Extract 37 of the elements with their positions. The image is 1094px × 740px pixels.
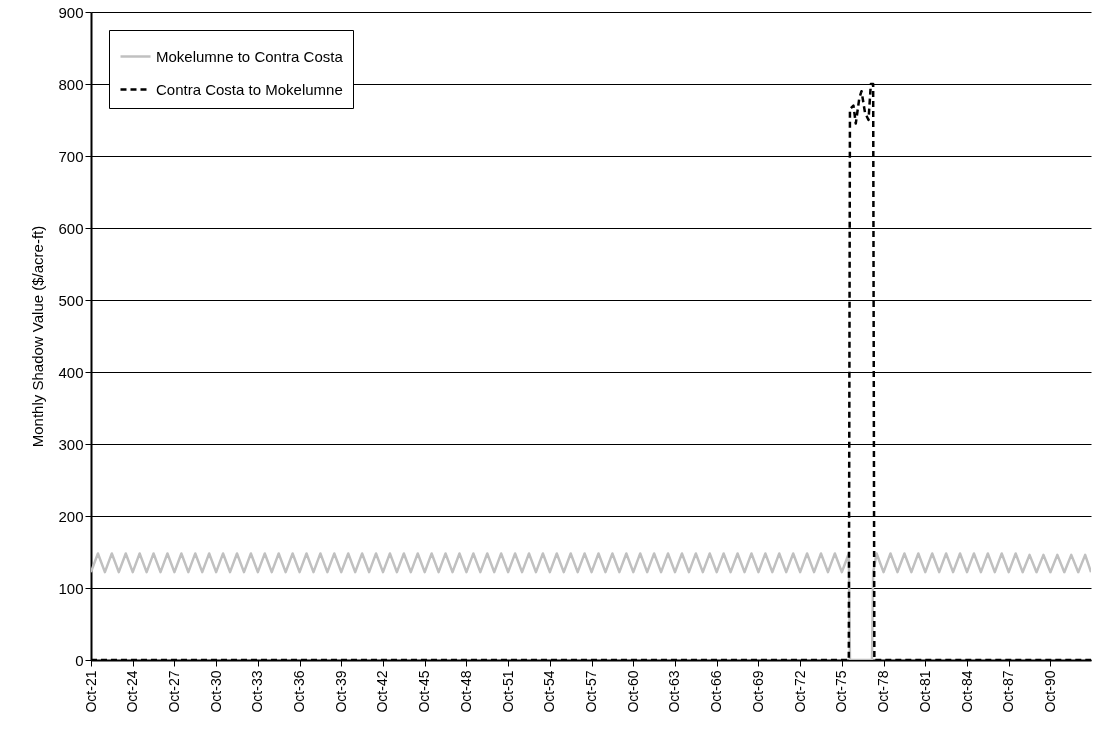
x-tick-label: Oct-69 — [749, 670, 766, 713]
x-tick-label: Oct-48 — [457, 670, 474, 713]
y-axis-title: Monthly Shadow Value ($/acre-ft) — [29, 225, 47, 448]
y-tick-label: 0 — [75, 651, 84, 669]
x-tick-label: Oct-21 — [82, 670, 99, 713]
legend-label: Contra Costa to Mokelumne — [156, 80, 343, 98]
x-tick-label: Oct-84 — [958, 670, 975, 713]
y-tick-label: 900 — [58, 3, 84, 21]
y-tick-label: 100 — [58, 579, 84, 597]
y-tick-label: 200 — [58, 507, 84, 525]
y-tick-label: 400 — [58, 363, 84, 381]
x-tick-label: Oct-24 — [124, 670, 141, 713]
x-tick-label: Oct-39 — [332, 670, 349, 713]
y-tick-label: 700 — [58, 147, 84, 165]
y-tick-label: 500 — [58, 291, 84, 309]
x-tick-label: Oct-57 — [583, 670, 600, 713]
x-tick-label: Oct-81 — [916, 670, 933, 713]
x-tick-label: Oct-87 — [1000, 670, 1017, 713]
x-tick-label: Oct-63 — [666, 670, 683, 713]
x-tick-label: Oct-54 — [541, 670, 558, 713]
x-tick-label: Oct-90 — [1041, 670, 1058, 713]
x-tick-label: Oct-51 — [499, 670, 516, 713]
x-tick-label: Oct-30 — [207, 670, 224, 713]
x-tick-label: Oct-42 — [374, 670, 391, 713]
x-tick-label: Oct-72 — [791, 670, 808, 713]
x-tick-label: Oct-36 — [291, 670, 308, 713]
y-tick-label: 300 — [58, 435, 84, 453]
y-tick-label: 800 — [58, 75, 84, 93]
x-tick-label: Oct-27 — [165, 670, 182, 713]
x-tick-label: Oct-45 — [416, 670, 433, 713]
y-tick-label: 600 — [58, 219, 84, 237]
x-tick-label: Oct-75 — [833, 670, 850, 713]
legend-label: Mokelumne to Contra Costa — [156, 47, 344, 65]
x-tick-label: Oct-78 — [875, 670, 892, 713]
x-tick-label: Oct-60 — [624, 670, 641, 713]
x-tick-label: Oct-33 — [249, 670, 266, 713]
x-tick-label: Oct-66 — [708, 670, 725, 713]
